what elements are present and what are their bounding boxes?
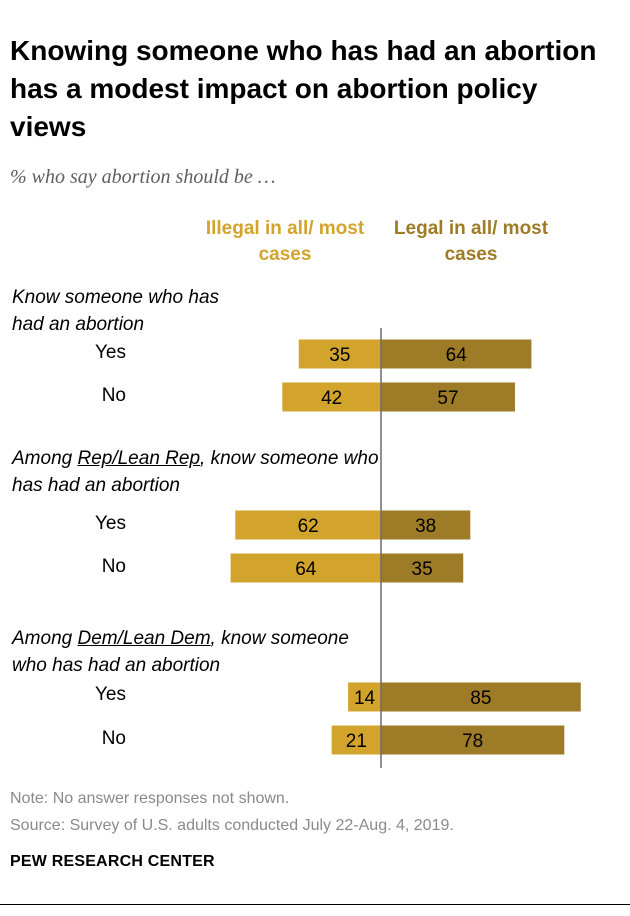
data-label-legal: 35 bbox=[412, 559, 433, 580]
group-label-dem-pre: Among bbox=[12, 628, 78, 649]
legend-illegal: Illegal in all/ most cases bbox=[205, 218, 365, 265]
bottom-rule bbox=[0, 904, 630, 905]
chart-subtitle: % who say abortion should be … bbox=[10, 166, 276, 188]
bar-legal bbox=[381, 510, 471, 540]
legend-legal: Legal in all/ most cases bbox=[393, 218, 549, 265]
bar-illegal bbox=[282, 382, 381, 412]
group-label-dem-post: , know someone who has had an abortion bbox=[12, 628, 349, 676]
row-label: Yes bbox=[95, 513, 126, 534]
bar-legal bbox=[381, 682, 581, 712]
data-label-illegal: 35 bbox=[329, 345, 350, 366]
group-label-all-text: Know someone who has had an abortion bbox=[12, 287, 220, 335]
data-label-illegal: 64 bbox=[295, 559, 317, 580]
bar-legal bbox=[381, 553, 464, 583]
bar-illegal bbox=[230, 553, 381, 583]
data-label-illegal: 21 bbox=[346, 731, 367, 752]
chart-title: Knowing someone who has had an abortion … bbox=[10, 35, 597, 142]
group-label-rep: Among Rep/Lean Rep, know someone who has… bbox=[12, 445, 382, 499]
bar-illegal bbox=[348, 682, 381, 712]
brand-logo-text: PEW RESEARCH CENTER bbox=[10, 853, 215, 870]
data-label-legal: 38 bbox=[415, 516, 436, 537]
data-label-illegal: 42 bbox=[321, 388, 342, 409]
row-label: No bbox=[101, 728, 126, 749]
bar-illegal bbox=[331, 725, 381, 755]
data-label-illegal: 62 bbox=[298, 516, 319, 537]
bar-illegal bbox=[298, 339, 381, 369]
row-label: No bbox=[101, 556, 126, 577]
group-label-dem: Among Dem/Lean Dem, know someone who has… bbox=[12, 625, 382, 679]
group-label-rep-pre: Among bbox=[12, 448, 78, 469]
data-label-illegal: 14 bbox=[354, 688, 376, 709]
bar-legal bbox=[381, 339, 532, 369]
note-text: Note: No answer responses not shown. bbox=[10, 790, 290, 807]
bar-legal bbox=[381, 382, 515, 412]
row-label: Yes bbox=[95, 342, 126, 363]
data-label-legal: 64 bbox=[446, 345, 468, 366]
group-label-rep-post: , know someone who has had an abortion bbox=[12, 448, 379, 496]
row-label: No bbox=[101, 385, 126, 406]
bar-illegal bbox=[235, 510, 381, 540]
data-label-legal: 78 bbox=[462, 731, 483, 752]
group-label-dem-party: Dem/Lean Dem bbox=[77, 628, 211, 649]
group-label-all: Know someone who has had an abortion bbox=[12, 284, 242, 338]
source-text: Source: Survey of U.S. adults conducted … bbox=[10, 817, 454, 834]
data-label-legal: 85 bbox=[470, 688, 491, 709]
row-label: Yes bbox=[95, 684, 126, 705]
group-label-rep-party: Rep/Lean Rep bbox=[77, 448, 201, 469]
bar-legal bbox=[381, 725, 565, 755]
data-label-legal: 57 bbox=[437, 388, 458, 409]
